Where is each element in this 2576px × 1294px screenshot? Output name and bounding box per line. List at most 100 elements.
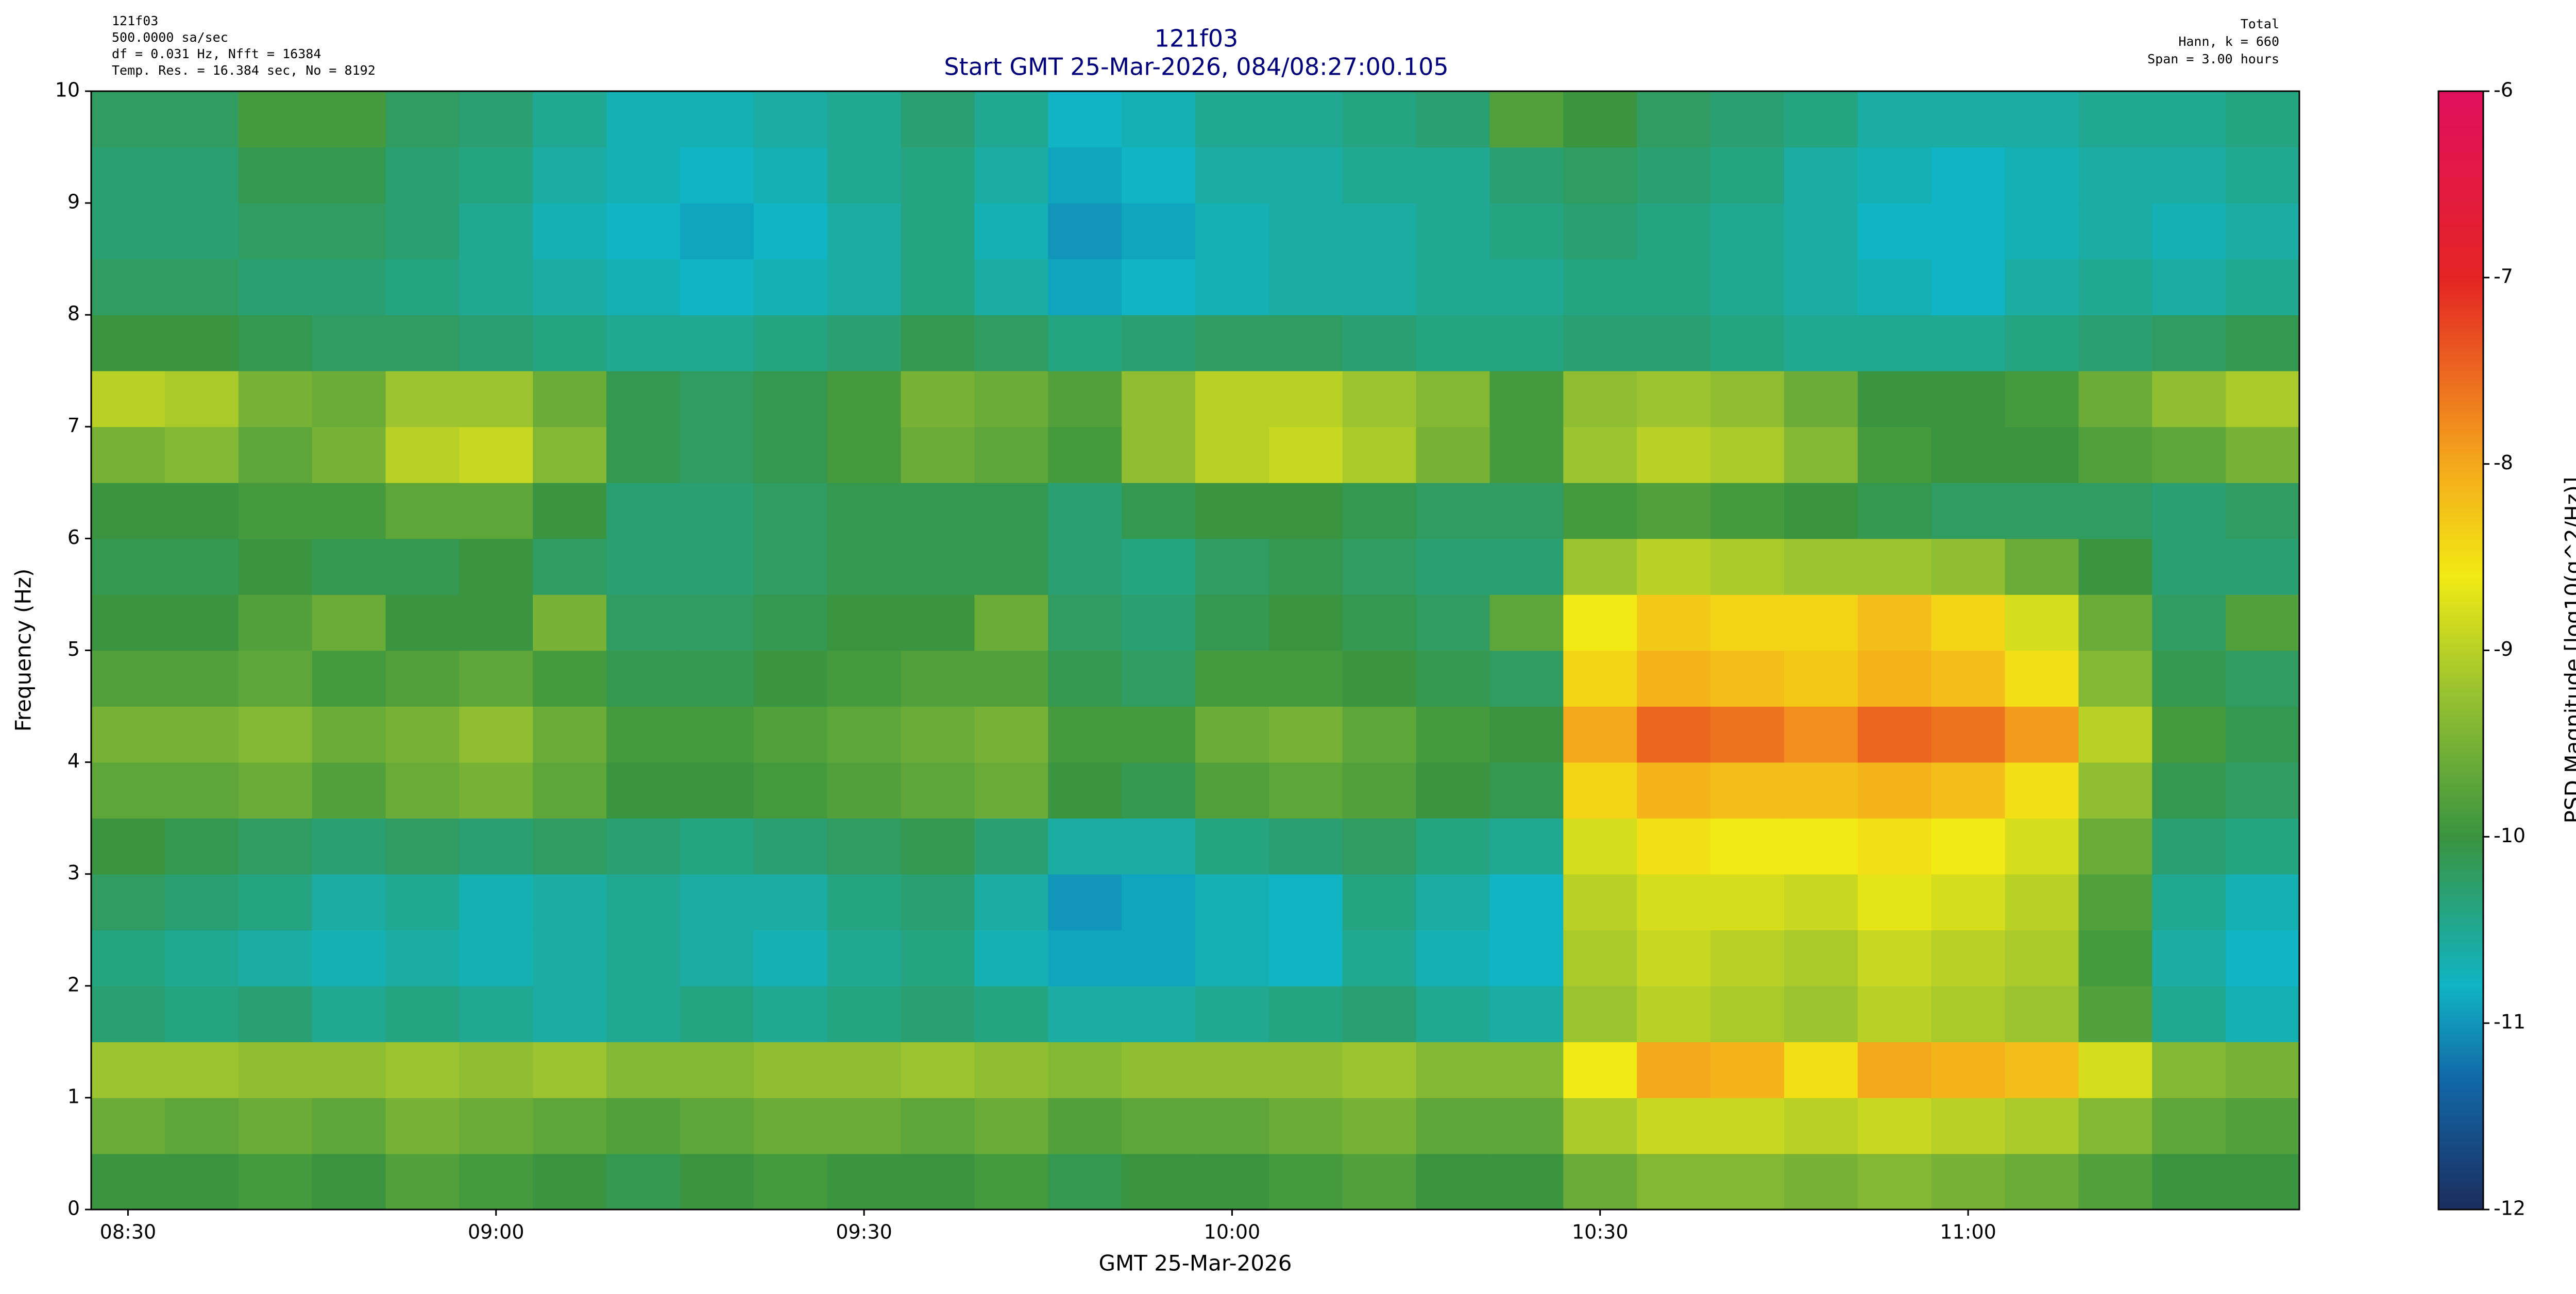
cell (2226, 259, 2300, 315)
cell (312, 147, 386, 203)
cell (385, 650, 460, 707)
cell (1048, 538, 1122, 595)
cell (2005, 1042, 2079, 1098)
cell (1563, 427, 1637, 483)
cell (1637, 985, 1711, 1043)
cell (1857, 259, 1932, 315)
cell (2152, 985, 2226, 1043)
cell (1710, 147, 1785, 203)
cell (1268, 1042, 1343, 1098)
cell (312, 315, 386, 371)
cell (1710, 930, 1785, 986)
cell (1048, 315, 1122, 371)
cell (1268, 91, 1343, 148)
cell (1637, 259, 1711, 315)
cell (238, 1097, 313, 1154)
cell (533, 259, 607, 315)
cell (164, 1042, 239, 1098)
cell (1931, 482, 2006, 539)
cell (1342, 259, 1417, 315)
cell (312, 1042, 386, 1098)
cell (459, 1042, 533, 1098)
cell (827, 427, 902, 483)
cell (1931, 370, 2006, 428)
cell (2152, 762, 2226, 819)
cell (238, 1153, 313, 1210)
cell (2078, 1153, 2153, 1210)
cell (680, 427, 754, 483)
cell (901, 203, 975, 260)
cell (1931, 1153, 2006, 1210)
cell (1563, 706, 1637, 763)
cell (1416, 482, 1490, 539)
cell (1489, 650, 1564, 707)
cell (1563, 762, 1637, 819)
cell (680, 1153, 754, 1210)
cell (459, 1153, 533, 1210)
cell (533, 538, 607, 595)
cell (238, 315, 313, 371)
cell (974, 1097, 1049, 1154)
cell (91, 147, 165, 203)
info-right: Total (2241, 16, 2279, 31)
cell (312, 930, 386, 986)
cell (606, 762, 681, 819)
cell (2152, 147, 2226, 203)
cell (2152, 650, 2226, 707)
cell (1416, 818, 1490, 875)
cell (1195, 762, 1269, 819)
cell (1857, 594, 1932, 651)
cell (901, 985, 975, 1043)
cell (1268, 370, 1343, 428)
cell (238, 427, 313, 483)
cell (1710, 427, 1785, 483)
cell (1931, 91, 2006, 148)
cell (901, 370, 975, 428)
cell (974, 427, 1049, 483)
cell (459, 147, 533, 203)
cell (680, 91, 754, 148)
y-tick-label: 5 (67, 638, 80, 660)
cell (680, 762, 754, 819)
cell (533, 370, 607, 428)
cell (1268, 482, 1343, 539)
cell (312, 1097, 386, 1154)
cell (2226, 985, 2300, 1043)
cell (533, 985, 607, 1043)
cell (1637, 818, 1711, 875)
cell (1489, 427, 1564, 483)
cell (2226, 538, 2300, 595)
cell (1416, 91, 1490, 148)
cell (974, 1042, 1049, 1098)
cell (1784, 985, 1858, 1043)
cell (2005, 203, 2079, 260)
cell (753, 91, 828, 148)
colorbar-tick-label: -7 (2494, 265, 2513, 287)
cell (753, 370, 828, 428)
cell (1931, 706, 2006, 763)
cell (1195, 1042, 1269, 1098)
cell (1268, 315, 1343, 371)
cell (1342, 1042, 1417, 1098)
cell (2078, 91, 2153, 148)
cell (2152, 315, 2226, 371)
cell (1710, 985, 1785, 1043)
cell (312, 985, 386, 1043)
x-tick-label: 08:30 (100, 1221, 157, 1244)
cell (164, 315, 239, 371)
cell (1048, 259, 1122, 315)
cell (1268, 762, 1343, 819)
cell (1342, 594, 1417, 651)
y-tick-label: 6 (67, 526, 80, 549)
cell (1048, 1097, 1122, 1154)
cell (2078, 370, 2153, 428)
cell (1563, 259, 1637, 315)
cell (1048, 930, 1122, 986)
cell (385, 594, 460, 651)
cell (459, 1097, 533, 1154)
cell (164, 594, 239, 651)
cell (680, 594, 754, 651)
cell (606, 594, 681, 651)
cell (1195, 482, 1269, 539)
cell (1857, 315, 1932, 371)
